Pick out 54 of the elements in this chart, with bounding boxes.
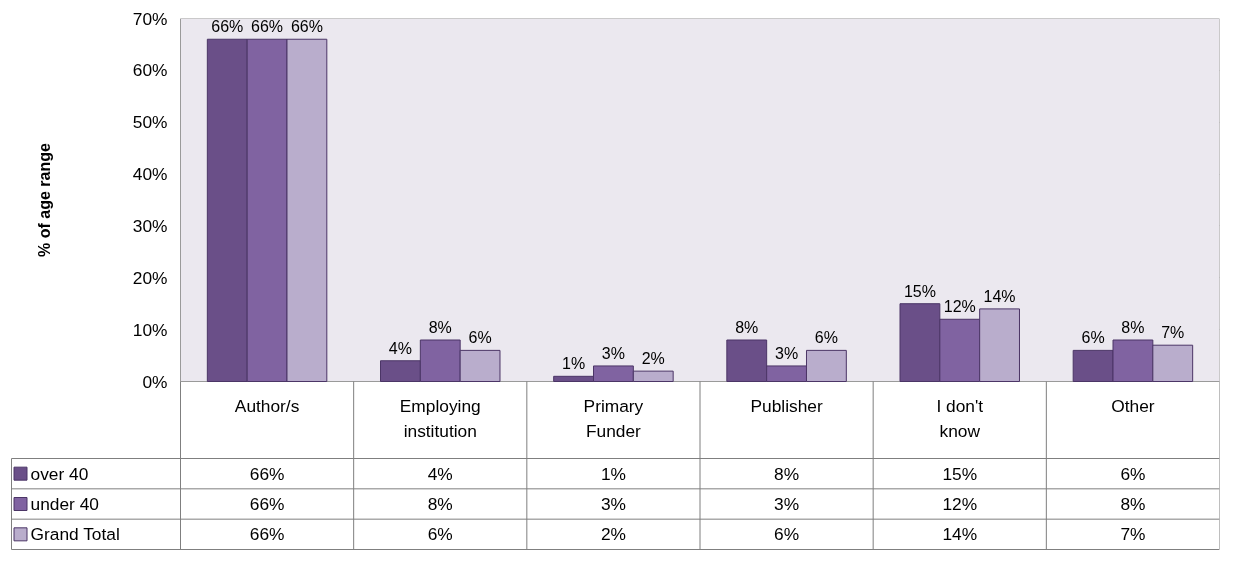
x-tick-label: Employing institution [399, 395, 481, 441]
text: 6% [468, 329, 492, 347]
x-tick-label: Primary Funder [583, 395, 644, 441]
data-label: 2% [600, 524, 626, 545]
data-label: 3% [600, 494, 626, 514]
y-tick-label: 50% [132, 112, 168, 133]
data-label: 1% [600, 463, 626, 484]
text: 8% [1121, 319, 1145, 337]
data-label: 8% [774, 463, 800, 484]
legend-label: Grand Total [30, 524, 120, 545]
text: 15% [903, 282, 936, 300]
text: 1% [562, 355, 586, 373]
y-tick-label: 0% [142, 371, 168, 392]
data-label: 8% [1120, 494, 1146, 514]
data-label: 66% [249, 524, 285, 545]
data-label: 66% [249, 494, 285, 514]
y-tick-label: 10% [132, 319, 168, 340]
data-label: 66% [249, 463, 285, 484]
legend-label: under 40 [30, 494, 99, 514]
y-tick-label: 20% [132, 267, 168, 288]
text: 6% [1081, 329, 1105, 347]
text: 8% [428, 319, 452, 337]
y-tick-label: 60% [132, 60, 168, 81]
y-tick-label: 70% [132, 8, 168, 29]
text: 66% [251, 18, 284, 36]
x-tick-label: Author/s [234, 395, 300, 416]
data-label: 15% [942, 463, 978, 484]
text: 3% [601, 344, 625, 362]
text: 66% [211, 18, 244, 36]
text: 3% [775, 344, 799, 362]
text: 7% [1161, 324, 1185, 342]
text: 2% [641, 350, 665, 368]
x-tick-label: Other [1111, 395, 1155, 416]
text: 14% [983, 287, 1016, 305]
text: 66% [290, 18, 323, 36]
text: 6% [814, 329, 838, 347]
data-label: 7% [1120, 524, 1146, 545]
x-tick-label: Publisher [750, 395, 823, 416]
text: 8% [735, 319, 759, 337]
text: 4% [388, 339, 412, 357]
y-axis-title: % of age range [36, 143, 53, 257]
data-label: 3% [774, 494, 800, 514]
data-label: 14% [942, 524, 978, 545]
y-tick-label: 40% [132, 164, 168, 185]
x-tick-label: I don't know [936, 395, 984, 441]
data-label: 6% [427, 524, 453, 545]
data-label: 12% [942, 494, 978, 514]
data-label: 4% [427, 463, 453, 484]
y-tick-label: 30% [132, 215, 168, 236]
text: 12% [943, 298, 976, 316]
data-label: 6% [774, 524, 800, 545]
data-label: 8% [427, 494, 453, 514]
data-label: 6% [1120, 463, 1146, 484]
legend-label: over 40 [30, 463, 89, 484]
